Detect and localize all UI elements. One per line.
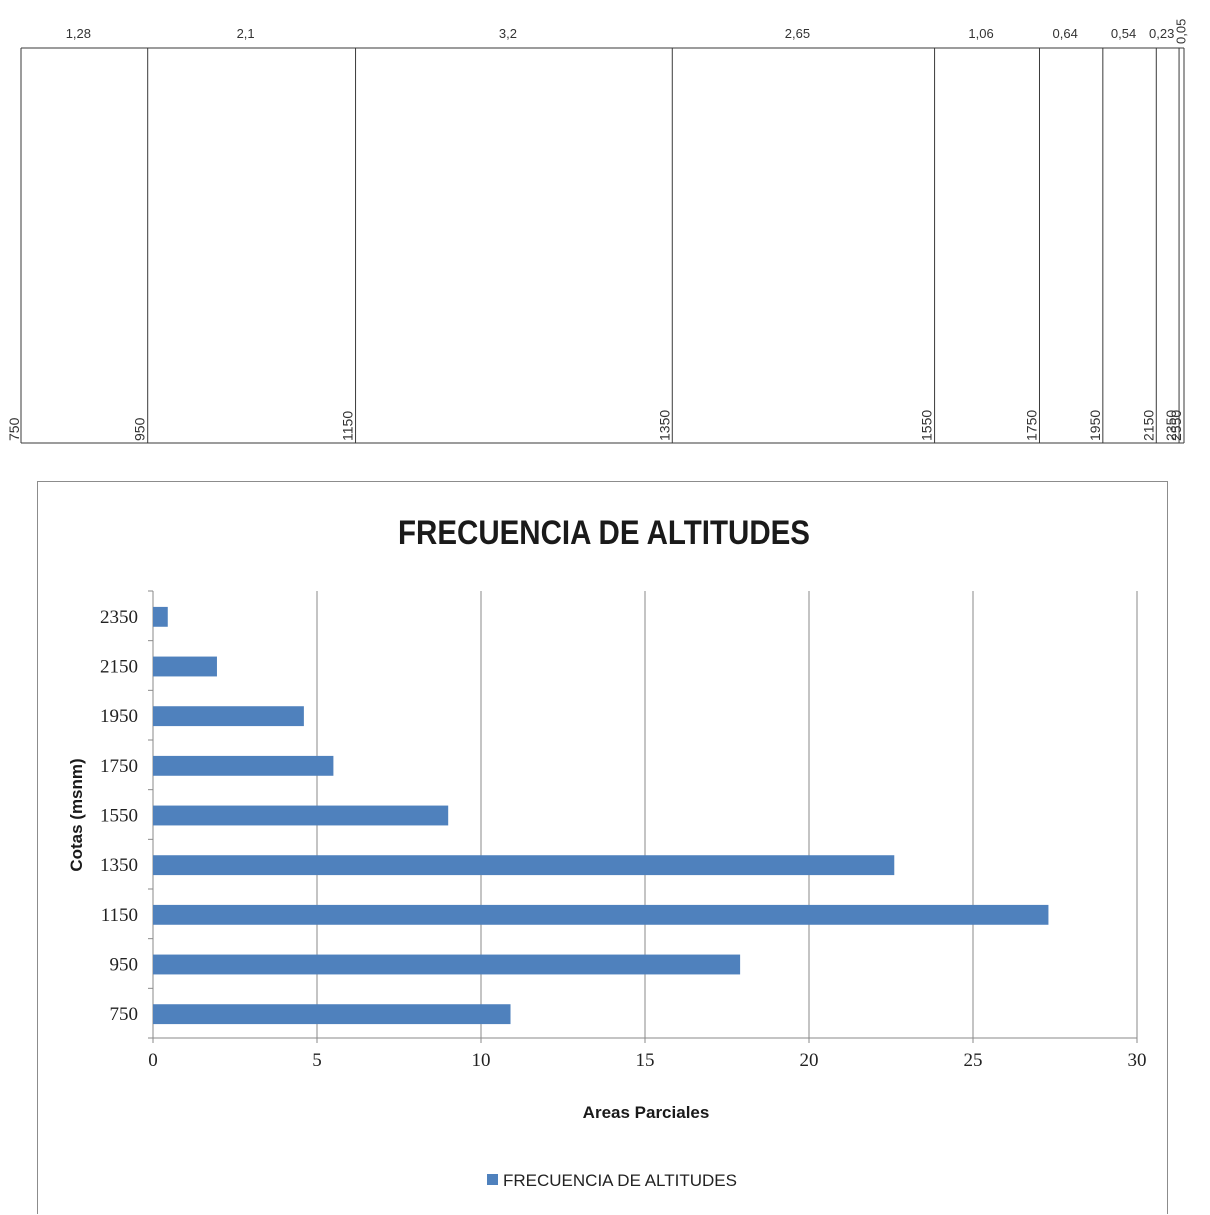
legend-swatch [487, 1174, 498, 1185]
x-axis-label: Areas Parciales [583, 1103, 710, 1122]
strip-value-label: 1,28 [66, 26, 91, 41]
bar-1950 [153, 706, 304, 727]
y-tick-label: 950 [110, 955, 139, 976]
strip-value-label: 1,06 [968, 26, 993, 41]
strip-altitude-label: 1550 [919, 410, 935, 441]
y-tick-label: 1750 [100, 756, 138, 777]
x-tick-label: 15 [636, 1050, 655, 1071]
y-tick-label: 2150 [100, 657, 138, 678]
x-tick-label: 10 [472, 1050, 491, 1071]
strip-altitude-label: 2350 [1163, 410, 1179, 441]
bar-2150 [153, 656, 217, 677]
x-tick-label: 30 [1128, 1050, 1147, 1071]
y-tick-label: 1350 [100, 855, 138, 876]
bar-750 [153, 1004, 511, 1025]
bar-1350 [153, 855, 895, 876]
y-tick-label: 2350 [100, 607, 138, 628]
x-tick-label: 0 [148, 1050, 158, 1071]
x-tick-label: 20 [800, 1050, 819, 1071]
y-tick-label: 1550 [100, 806, 138, 827]
strip-value-label: 2,65 [785, 26, 810, 41]
strip-altitude-label: 950 [132, 417, 148, 441]
strip-value-label: 2,1 [237, 26, 255, 41]
bar-1150 [153, 904, 1049, 925]
y-tick-label: 750 [110, 1004, 139, 1025]
chart-title: FRECUENCIA DE ALTITUDES [398, 514, 810, 552]
strip-altitude-label: 2150 [1140, 410, 1156, 441]
bar-950 [153, 954, 741, 975]
x-tick-label: 5 [312, 1050, 322, 1071]
x-tick-label: 25 [964, 1050, 983, 1071]
y-tick-label: 1950 [100, 706, 138, 727]
strip-altitude-label: 1750 [1023, 410, 1039, 441]
strip-value-label: 0,54 [1111, 26, 1136, 41]
chart-frame: FRECUENCIA DE ALTITUDES 0 5 10 15 20 25 30 750 95… [37, 481, 1168, 1214]
bar-1750 [153, 755, 334, 776]
legend-label: FRECUENCIA DE ALTITUDES [503, 1171, 737, 1190]
strip-value-label: 0,05 [1174, 19, 1189, 44]
rectangulo-equivalente: 1,28 2,1 3,2 2,65 1,06 0,64 0,54 0,23 0,05 750 950… [6, 19, 1189, 444]
y-tick-label: 1150 [101, 905, 138, 926]
strip-value-label: 0,23 [1149, 26, 1174, 41]
strip-altitude-label: 2550 [1168, 410, 1184, 441]
y-axis-label: Cotas (msnm) [67, 758, 86, 871]
bar-1550 [153, 805, 449, 826]
strip-altitude-label: 1350 [656, 410, 672, 441]
strip-value-label: 0,64 [1053, 26, 1078, 41]
strip-altitude-label: 1150 [340, 411, 356, 441]
strip-altitude-label: 750 [6, 417, 22, 441]
strip-altitude-label: 1950 [1087, 410, 1103, 441]
bar-chart: FRECUENCIA DE ALTITUDES 0 5 10 15 20 25 30 750 95… [67, 514, 1147, 1190]
strip-value-label: 3,2 [499, 26, 517, 41]
bar-2350 [153, 606, 168, 627]
